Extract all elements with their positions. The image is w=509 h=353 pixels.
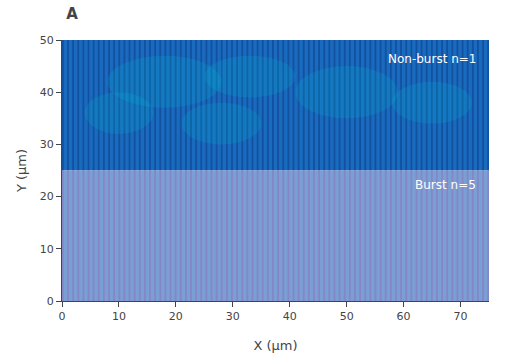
svg-text:Burst n=5: Burst n=5 [415, 178, 476, 192]
svg-text:20: 20 [169, 310, 183, 323]
svg-text:40: 40 [40, 86, 54, 99]
svg-text:40: 40 [283, 310, 297, 323]
svg-text:20: 20 [40, 190, 54, 203]
svg-text:Non-burst n=1: Non-burst n=1 [388, 52, 476, 66]
svg-text:50: 50 [340, 310, 354, 323]
svg-text:A: A [66, 5, 78, 23]
svg-text:30: 30 [226, 310, 240, 323]
svg-text:0: 0 [59, 310, 66, 323]
svg-text:60: 60 [397, 310, 411, 323]
svg-text:10: 10 [40, 243, 54, 256]
svg-text:50: 50 [40, 34, 54, 47]
svg-text:70: 70 [454, 310, 468, 323]
svg-text:Y (μm): Y (μm) [14, 149, 29, 193]
svg-text:10: 10 [112, 310, 126, 323]
svg-text:0: 0 [47, 295, 54, 308]
svg-text:30: 30 [40, 138, 54, 151]
svg-text:X (μm): X (μm) [253, 338, 297, 353]
